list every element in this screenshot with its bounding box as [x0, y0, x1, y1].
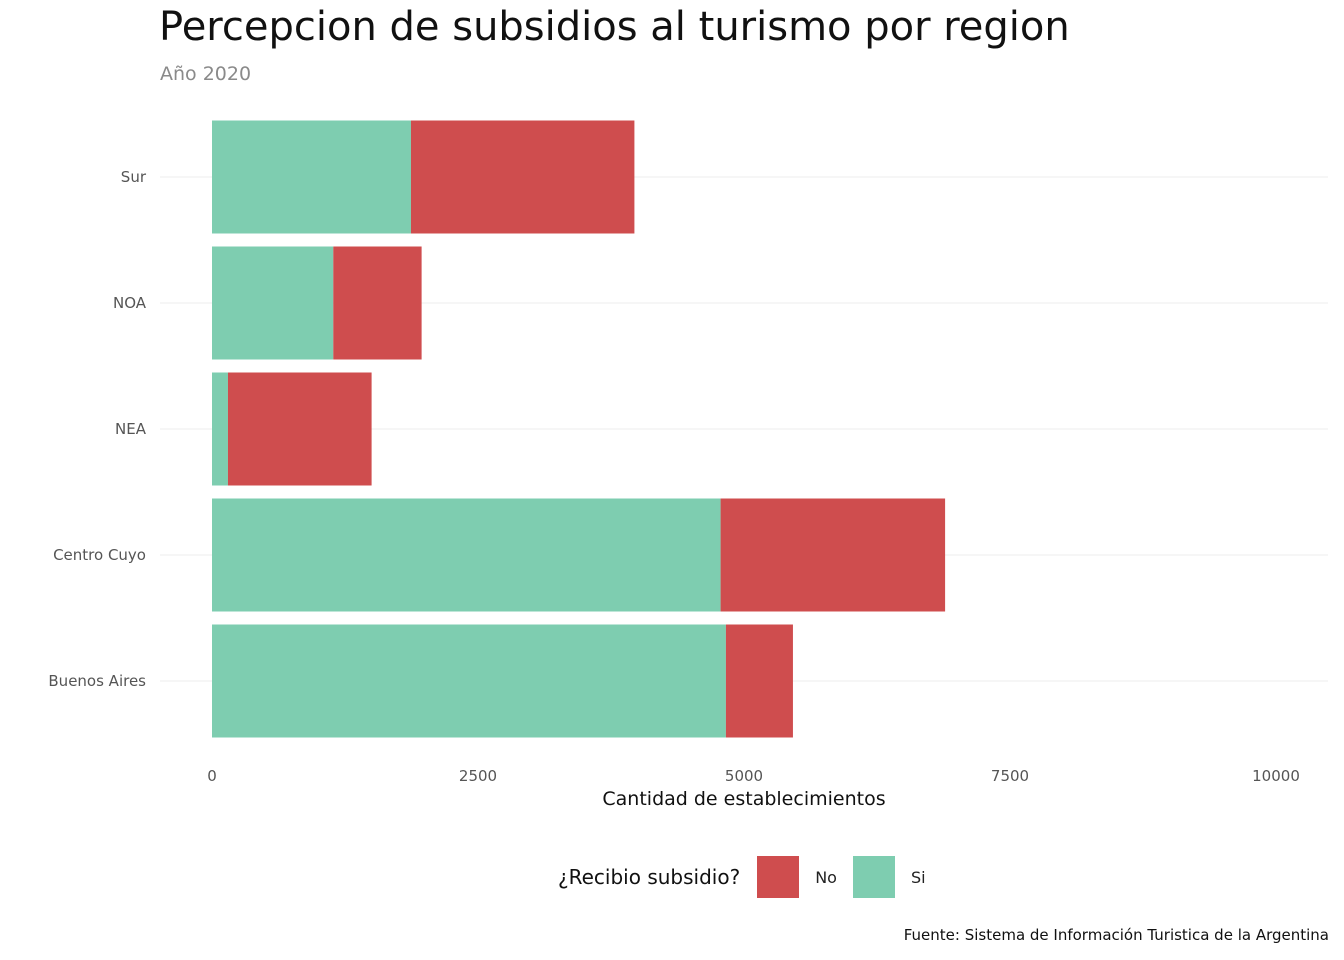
legend-label-no: No: [815, 867, 837, 887]
y-axis-ticks: Buenos Aires Centro Cuyo NEA NOA Sur: [48, 168, 146, 690]
bar-si-1: [212, 498, 721, 612]
y-tick-label: NEA: [115, 420, 147, 438]
legend-title: ¿Recibio subsidio?: [558, 865, 741, 889]
legend-label-si: Si: [910, 867, 926, 887]
bar-si-2: [212, 372, 228, 486]
bar-si-3: [212, 246, 334, 360]
y-tick-label: NOA: [113, 294, 147, 312]
y-tick-label: Buenos Aires: [48, 672, 146, 690]
x-tick-label: 5000: [725, 767, 763, 785]
bar-no-2: [227, 372, 372, 486]
bar-no-1: [720, 498, 946, 612]
bar-no-0: [725, 624, 793, 738]
y-tick-label: Sur: [121, 168, 147, 186]
chart-title: Percepcion de subsidios al turismo por r…: [159, 4, 1070, 50]
legend-key-si: [852, 856, 895, 898]
x-tick-label: 10000: [1252, 767, 1300, 785]
legend: ¿Recibio subsidio? No Si: [558, 856, 942, 898]
y-tick-label: Centro Cuyo: [53, 546, 146, 564]
x-tick-label: 7500: [991, 767, 1029, 785]
x-tick-label: 0: [207, 767, 217, 785]
bar-no-3: [333, 246, 422, 360]
bar-si-0: [212, 624, 726, 738]
bar-si-4: [212, 120, 411, 234]
bar-no-4: [410, 120, 635, 234]
chart-subtitle: Año 2020: [160, 63, 252, 85]
bars-group: [212, 120, 946, 738]
legend-key-no: [757, 856, 800, 898]
chart-caption: Fuente: Sistema de Información Turistica…: [903, 926, 1329, 944]
x-axis-label: Cantidad de establecimientos: [602, 788, 885, 810]
x-tick-label: 2500: [459, 767, 497, 785]
x-axis-ticks: 0 2500 5000 7500 10000: [207, 767, 1300, 785]
